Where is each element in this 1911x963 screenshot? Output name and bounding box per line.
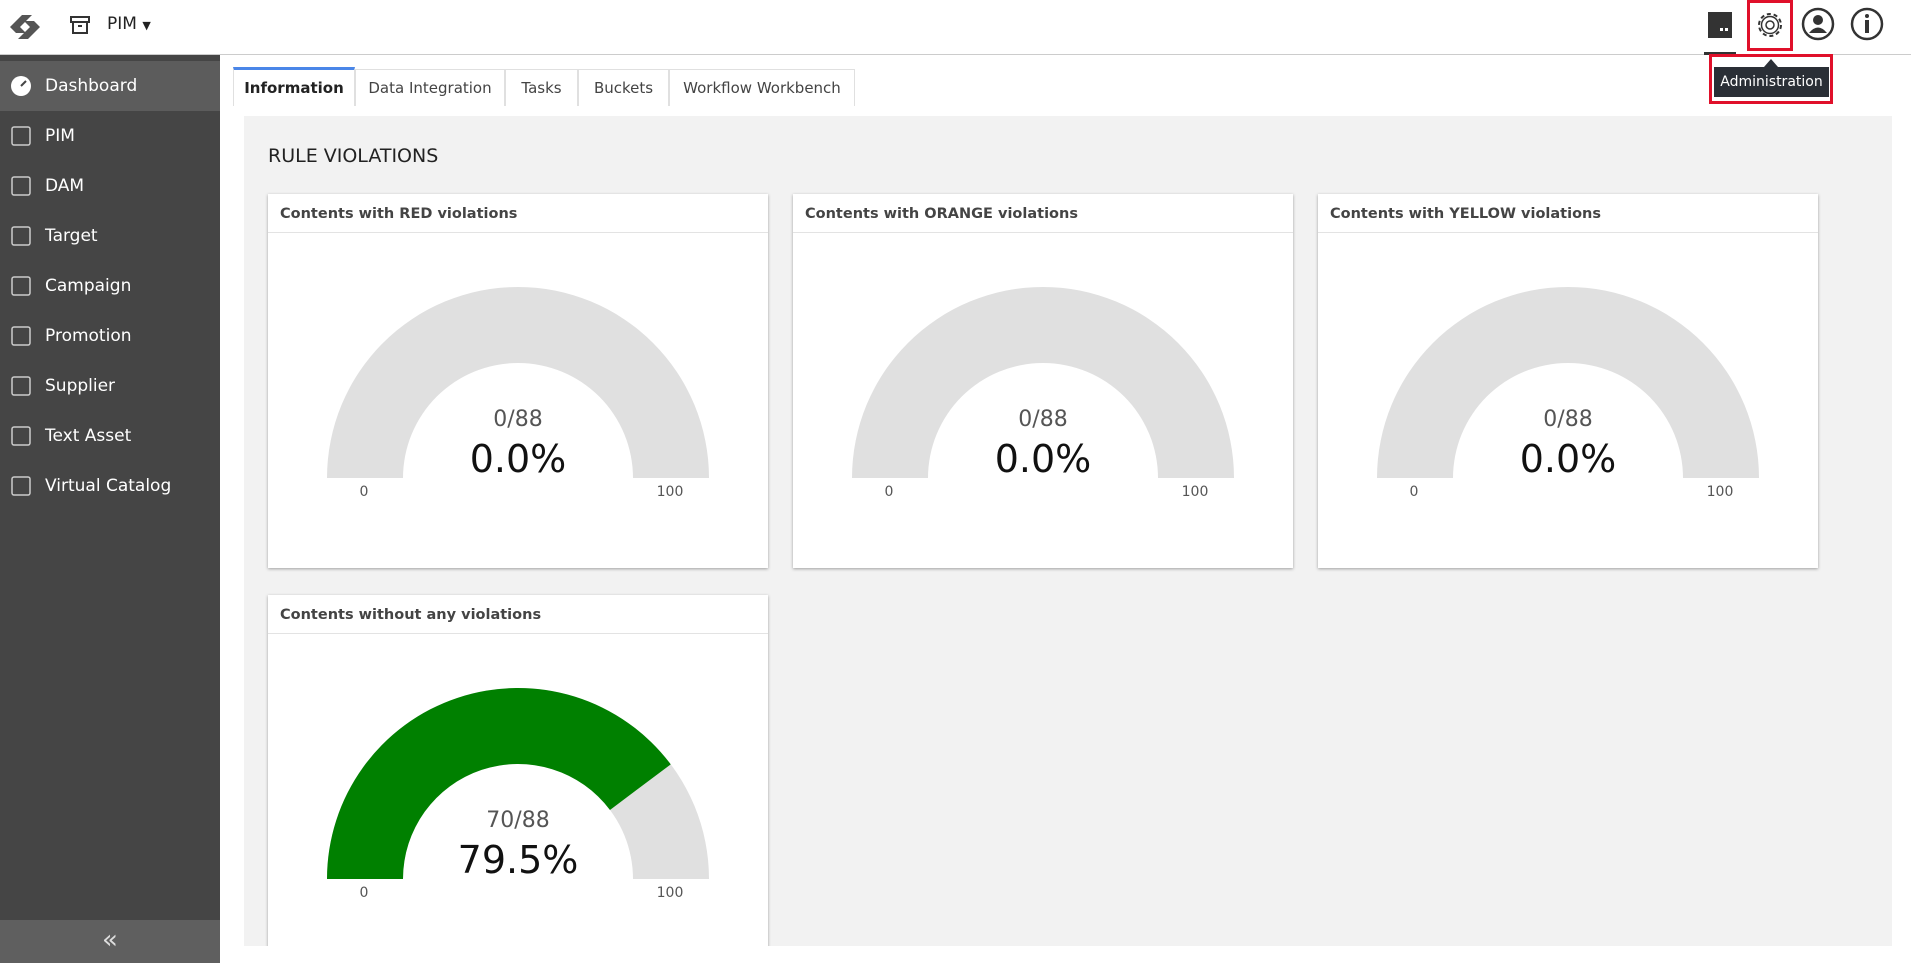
nav-icon bbox=[11, 276, 31, 296]
info-icon[interactable] bbox=[1848, 5, 1886, 43]
gauge-card: Contents with YELLOW violations 0/88 0.0% 0… bbox=[1318, 194, 1818, 568]
app-name: PIM bbox=[107, 14, 137, 34]
nav-item[interactable]: Text Asset bbox=[0, 411, 220, 461]
count-label: 0/88 bbox=[493, 407, 542, 432]
archive-icon[interactable] bbox=[70, 16, 90, 34]
nav-label: PIM bbox=[45, 126, 75, 146]
nav-label: Campaign bbox=[45, 276, 132, 296]
nav-label: Virtual Catalog bbox=[45, 476, 172, 496]
nav-item[interactable]: Virtual Catalog bbox=[0, 461, 220, 511]
nav-icon bbox=[11, 376, 31, 396]
gauge: 0/88 0.0% 0 100 bbox=[1377, 287, 1759, 500]
max-label: 100 bbox=[657, 885, 684, 901]
gauge: 0/88 0.0% 0 100 bbox=[327, 287, 709, 500]
settings-icon[interactable] bbox=[1753, 8, 1787, 42]
nav-item[interactable]: PIM bbox=[0, 111, 220, 161]
nav-item[interactable]: DAM bbox=[0, 161, 220, 211]
icon-shape bbox=[11, 476, 31, 496]
max-label: 100 bbox=[657, 484, 684, 500]
icon-shape bbox=[20, 80, 27, 87]
nav-label: Dashboard bbox=[45, 76, 138, 96]
nav-icon bbox=[11, 126, 31, 146]
collapse-button[interactable]: « bbox=[0, 920, 220, 963]
icon-shape bbox=[11, 126, 31, 146]
gauge-fill bbox=[327, 687, 671, 879]
icon-shape bbox=[11, 226, 31, 246]
count-label: 0/88 bbox=[1543, 407, 1592, 432]
icon-shape bbox=[11, 376, 31, 396]
max-label: 100 bbox=[1707, 484, 1734, 500]
count-label: 0/88 bbox=[1018, 407, 1067, 432]
count-label: 70/88 bbox=[486, 808, 549, 833]
logo bbox=[10, 15, 40, 39]
active-indicator bbox=[1704, 52, 1736, 55]
card-title: Contents with YELLOW violations bbox=[1318, 194, 1818, 233]
tab[interactable]: Buckets bbox=[578, 69, 669, 106]
highlight-box bbox=[1747, 0, 1793, 51]
nav-icon bbox=[11, 426, 31, 446]
highlight-box bbox=[1709, 54, 1833, 104]
nav-icon bbox=[11, 476, 31, 496]
card-title: Contents with RED violations bbox=[268, 194, 768, 233]
gauge: 0/88 0.0% 0 100 bbox=[852, 287, 1234, 500]
min-label: 0 bbox=[885, 484, 894, 500]
percent-label: 79.5% bbox=[458, 838, 579, 882]
nav-item[interactable]: Dashboard bbox=[0, 61, 220, 111]
gauge-card: Contents without any violations 70/88 79.5… bbox=[268, 595, 768, 946]
card-title: Contents with ORANGE violations bbox=[793, 194, 1293, 233]
nav-icon bbox=[11, 326, 31, 346]
tab[interactable]: Tasks bbox=[505, 69, 578, 106]
min-label: 0 bbox=[360, 484, 369, 500]
icon-shape bbox=[11, 426, 31, 446]
min-label: 0 bbox=[360, 885, 369, 901]
app-switcher[interactable]: PIM ▼ bbox=[107, 14, 151, 34]
gauge-track bbox=[1377, 287, 1759, 478]
gauge-card: Contents with ORANGE violations 0/88 0.0% 0… bbox=[793, 194, 1293, 568]
min-label: 0 bbox=[1410, 484, 1419, 500]
nav-item[interactable]: Promotion bbox=[0, 311, 220, 361]
nav-item[interactable]: Campaign bbox=[0, 261, 220, 311]
nav-item[interactable]: Supplier bbox=[0, 361, 220, 411]
tab[interactable]: Data Integration bbox=[355, 69, 505, 106]
nav-label: Supplier bbox=[45, 376, 116, 396]
icon-shape bbox=[11, 176, 31, 196]
nav-item[interactable]: Target bbox=[0, 211, 220, 261]
tooltip: Administration bbox=[1714, 67, 1829, 97]
user-icon[interactable] bbox=[1800, 6, 1836, 42]
gauge-track bbox=[327, 287, 709, 478]
percent-label: 0.0% bbox=[1520, 437, 1617, 481]
gauge-track bbox=[852, 287, 1234, 478]
content-panel: RULE VIOLATIONS Contents with RED violat… bbox=[244, 116, 1892, 946]
tooltip-arrow bbox=[1764, 59, 1778, 67]
icon-shape bbox=[11, 276, 31, 296]
nav-label: DAM bbox=[45, 176, 85, 196]
card-title: Contents without any violations bbox=[268, 595, 768, 634]
top-bar: PIM ▼ bbox=[0, 0, 1911, 55]
percent-label: 0.0% bbox=[470, 437, 567, 481]
nav-icon bbox=[11, 226, 31, 246]
tab[interactable]: Information bbox=[233, 67, 355, 106]
nav-icon bbox=[11, 176, 31, 196]
nav-label: Target bbox=[45, 226, 98, 246]
nav-label: Text Asset bbox=[45, 426, 132, 446]
max-label: 100 bbox=[1182, 484, 1209, 500]
percent-label: 0.0% bbox=[995, 437, 1092, 481]
icon-shape bbox=[11, 326, 31, 346]
gauge: 70/88 79.5% 0 100 bbox=[327, 687, 709, 901]
nav-icon bbox=[11, 76, 31, 96]
tab[interactable]: Workflow Workbench bbox=[669, 69, 855, 106]
section-title: RULE VIOLATIONS bbox=[268, 145, 439, 167]
sidebar: Dashboard PIM DAM Target Campaign Promotion Su… bbox=[0, 55, 220, 963]
store-icon[interactable] bbox=[1706, 10, 1734, 40]
nav-label: Promotion bbox=[45, 326, 132, 346]
gauge-card: Contents with RED violations 0/88 0.0% 0 100 bbox=[268, 194, 768, 568]
